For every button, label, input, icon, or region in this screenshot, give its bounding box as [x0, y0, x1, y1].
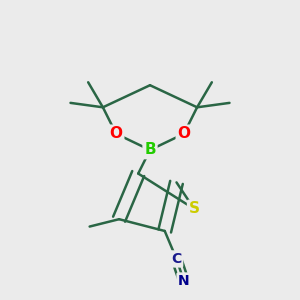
Text: O: O — [177, 126, 190, 141]
Text: N: N — [178, 274, 190, 288]
Text: B: B — [144, 142, 156, 158]
Text: S: S — [189, 201, 200, 216]
Text: C: C — [171, 252, 182, 266]
Text: O: O — [110, 126, 123, 141]
